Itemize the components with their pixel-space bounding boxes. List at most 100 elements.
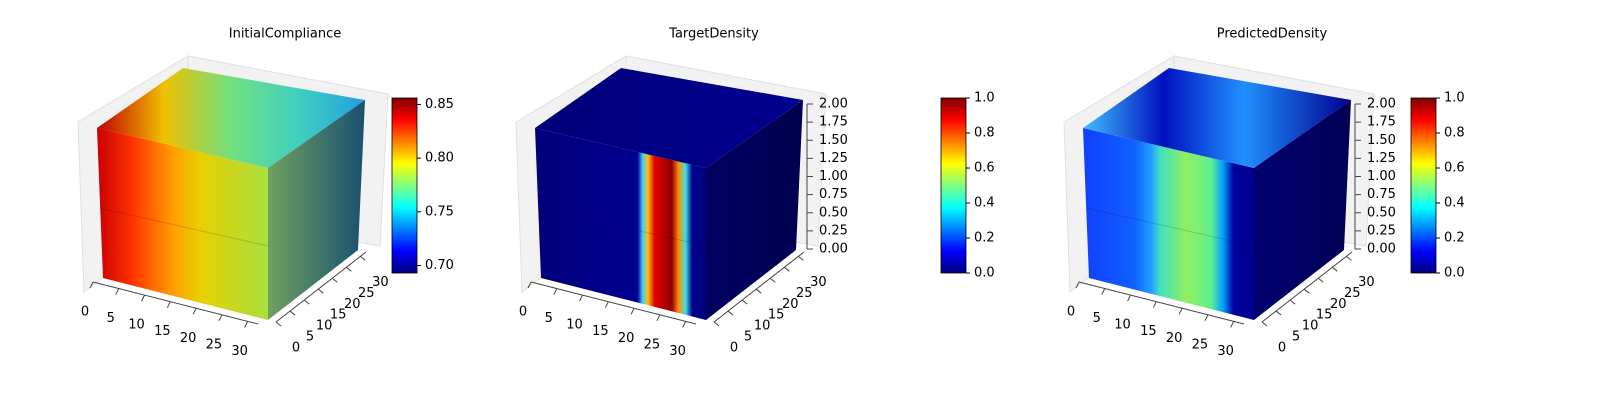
colorbar-tick-label: 0.2 [974, 231, 995, 246]
x-tick [244, 321, 249, 328]
y-tick-label: 10 [754, 319, 771, 334]
y-axis [1261, 251, 1353, 323]
y-tick [360, 255, 366, 261]
y-tick-label: 0 [730, 341, 738, 356]
colorbar-tick-label: 1.0 [974, 91, 995, 106]
y-tick-label: 30 [1358, 275, 1375, 290]
x-tick [656, 314, 661, 322]
x-tick [1101, 288, 1106, 295]
y-tick [784, 266, 790, 272]
x-tick [1178, 308, 1183, 315]
y-tick [317, 288, 324, 294]
x-axis [92, 281, 259, 325]
y-tick-label: 10 [316, 319, 333, 334]
x-tick [115, 288, 120, 295]
y-tick-label: 20 [782, 297, 799, 312]
z-tick-label: 0.50 [819, 205, 848, 220]
colorbar-tick-label: 1.0 [1444, 91, 1465, 106]
colorbar-tick-label: 0.0 [1444, 266, 1465, 281]
colorbar-tick-label: 0.80 [425, 151, 454, 166]
x-tick [1127, 294, 1132, 302]
colorbar [391, 97, 418, 274]
cube-front [535, 128, 706, 320]
x-tick-label: 5 [545, 311, 553, 326]
y-tick-label: 25 [358, 286, 375, 301]
z-tick-label: 1.00 [1367, 169, 1396, 184]
colorbar-tick-label: 0.75 [425, 204, 454, 219]
z-tick-label: 1.25 [1367, 151, 1396, 166]
x-tick [1152, 301, 1157, 308]
x-tick-label: 5 [107, 311, 115, 326]
y-tick-label: 25 [1344, 286, 1361, 301]
colorbar-tick-label: 0.8 [974, 126, 995, 141]
x-tick [1230, 321, 1235, 328]
y-tick-label: 30 [810, 275, 827, 290]
cube-front [1083, 128, 1254, 320]
x-tick [604, 301, 609, 308]
x-tick-label: 15 [154, 324, 171, 339]
y-tick [331, 277, 338, 283]
y-tick-label: 30 [372, 275, 389, 290]
x-tick-label: 30 [231, 344, 248, 359]
x-tick-label: 0 [1067, 305, 1075, 320]
x-tick-label: 0 [81, 305, 89, 320]
cube-side [706, 100, 803, 320]
z-tick-label: 0.00 [1367, 242, 1396, 257]
y-tick-label: 0 [292, 341, 300, 356]
y-tick-label: 15 [1316, 308, 1333, 323]
x-tick [527, 281, 532, 289]
y-tick [1332, 266, 1338, 272]
x-tick-label: 0 [519, 305, 527, 320]
cube-top [1083, 68, 1351, 168]
colorbar-tick-label: 0.4 [1444, 196, 1465, 211]
x-tick [1204, 314, 1209, 322]
x-tick-label: 5 [1093, 311, 1101, 326]
colorbar [940, 97, 967, 274]
x-tick-label: 15 [592, 324, 609, 339]
y-tick [1317, 277, 1324, 283]
z-tick-label: 2.00 [1367, 97, 1396, 112]
x-tick [192, 308, 197, 315]
y-tick [1346, 255, 1352, 261]
colorbar-tick-label: 0.6 [974, 161, 995, 176]
x-tick-label: 30 [669, 344, 686, 359]
y-tick [1289, 299, 1296, 305]
y-tick [798, 255, 804, 261]
x-tick-label: 15 [1140, 324, 1157, 339]
y-tick-label: 20 [344, 297, 361, 312]
cube-seam [99, 207, 269, 247]
y-tick [1303, 288, 1310, 294]
colorbar [1410, 97, 1437, 274]
y-tick [741, 299, 748, 305]
x-tick-label: 20 [1166, 331, 1183, 346]
cube-top [97, 68, 365, 168]
x-tick-label: 10 [1114, 318, 1131, 333]
x-tick [682, 321, 687, 328]
y-tick [727, 310, 734, 316]
z-tick-label: 1.50 [1367, 133, 1396, 148]
colorbar-tick-label: 0.8 [1444, 126, 1465, 141]
y-tick [713, 321, 720, 327]
z-tick-label: 1.25 [819, 151, 848, 166]
y-tick-label: 20 [1330, 297, 1347, 312]
x-tick-label: 10 [128, 318, 145, 333]
z-tick-label: 1.75 [819, 115, 848, 130]
colorbar-tick-label: 0.70 [425, 258, 454, 273]
x-tick [1075, 281, 1080, 289]
y-tick-label: 15 [768, 308, 785, 323]
cube-seam [1085, 207, 1255, 247]
z-tick-label: 0.25 [1367, 223, 1396, 238]
y-tick-label: 5 [744, 330, 752, 345]
x-tick [553, 288, 558, 295]
y-tick [275, 321, 282, 327]
z-tick-label: 2.00 [819, 97, 848, 112]
colorbar-tick-label: 0.0 [974, 266, 995, 281]
subplot-title: InitialCompliance [229, 27, 342, 42]
x-tick [218, 314, 223, 322]
cube-top [535, 68, 803, 168]
z-tick-label: 0.75 [1367, 187, 1396, 202]
y-tick-label: 25 [796, 286, 813, 301]
colorbar-tick-label: 0.6 [1444, 161, 1465, 176]
x-tick-label: 25 [644, 337, 661, 352]
